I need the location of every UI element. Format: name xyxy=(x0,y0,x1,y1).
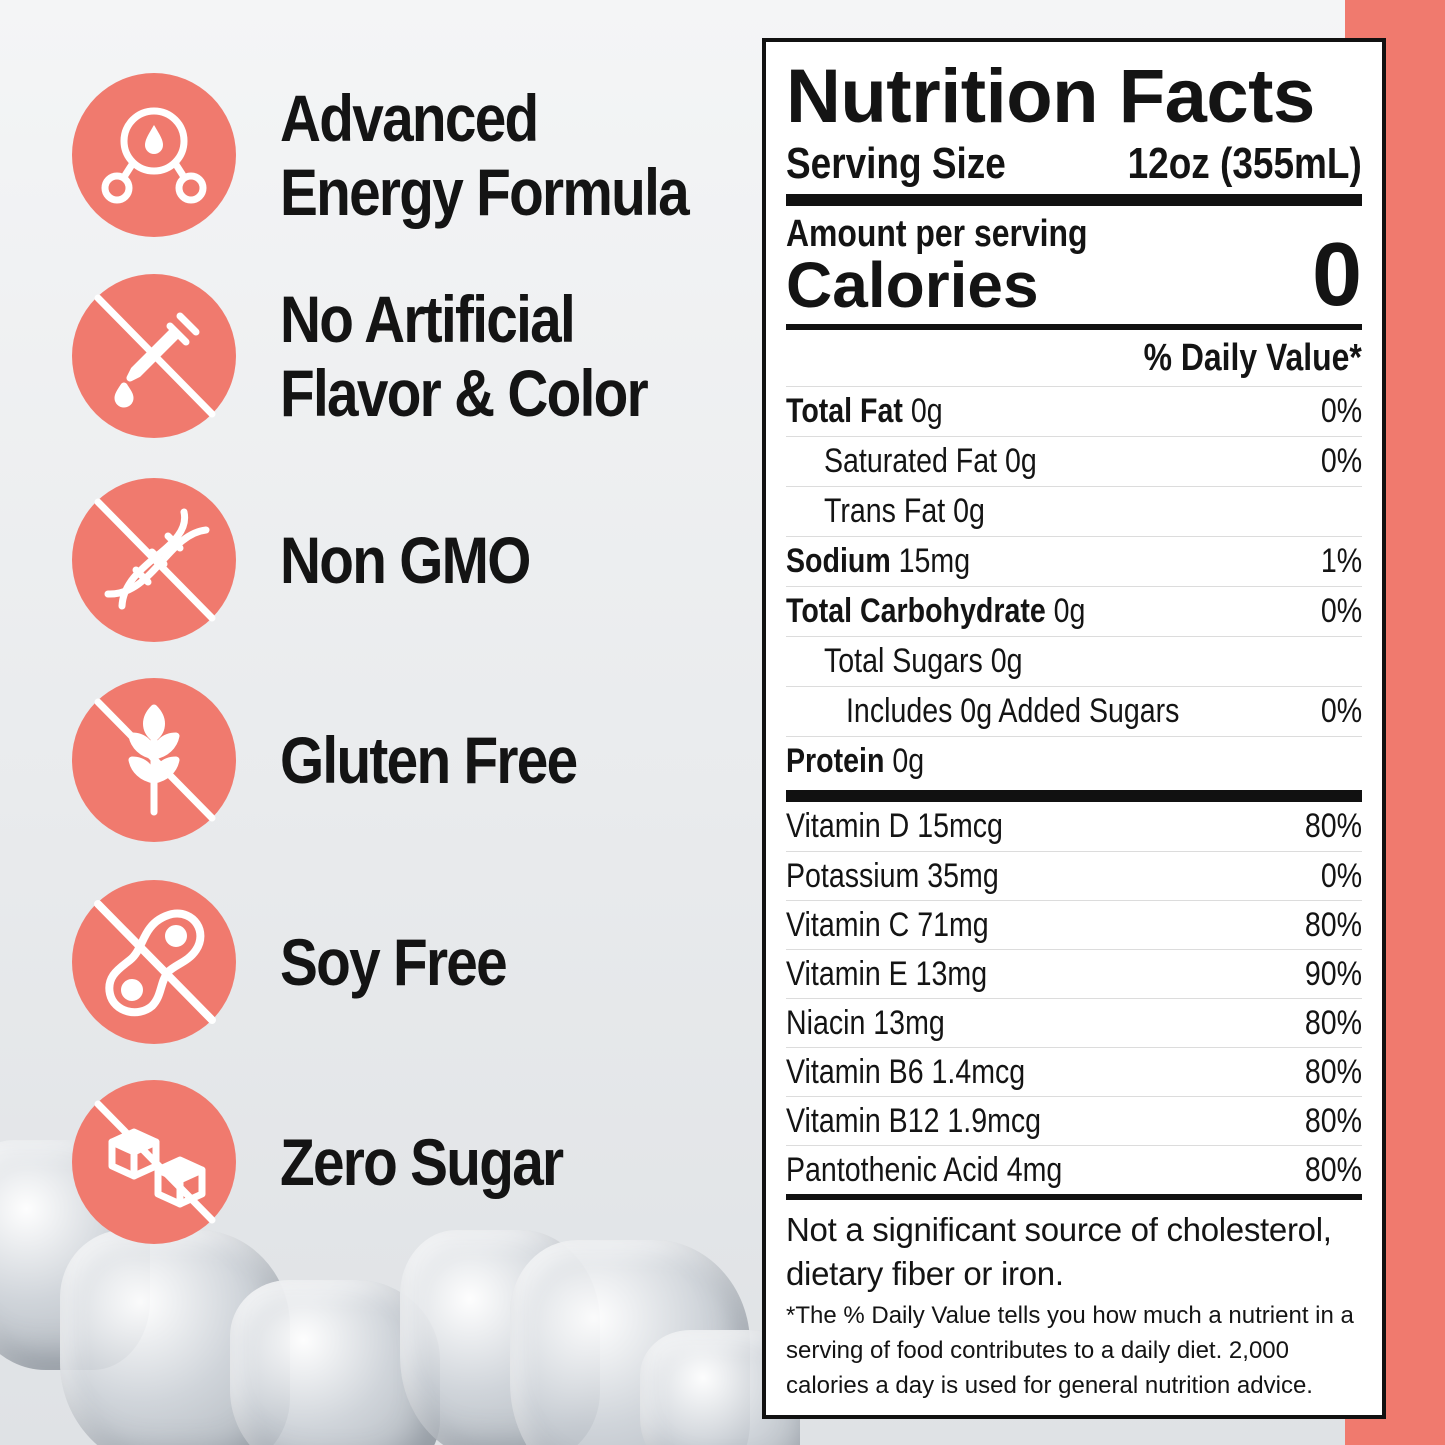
vitamin-daily-value: 90% xyxy=(1304,954,1362,993)
vitamin-name: Potassium 35mg xyxy=(786,856,999,895)
vitamin-row: Vitamin B6 1.4mcg 80% xyxy=(786,1047,1362,1096)
feature-no-artificial: No Artificial Flavor & Color xyxy=(72,274,752,438)
vitamin-rows: Vitamin D 15mcg 80% Potassium 35mg 0% Vitami… xyxy=(786,802,1362,1194)
calories-row: Calories 0 xyxy=(786,230,1362,321)
nutrition-facts-title: Nutrition Facts xyxy=(786,54,1315,139)
vitamin-name: Niacin 13mg xyxy=(786,1003,945,1042)
serving-size-row: Serving Size 12oz (355mL) xyxy=(786,136,1362,192)
nutrient-daily-value: 1% xyxy=(1320,542,1362,580)
vitamin-daily-value: 80% xyxy=(1304,1003,1362,1042)
feature-label-line: No Artificial xyxy=(280,282,576,356)
feature-label-line: Energy Formula xyxy=(280,155,690,229)
nutrient-amount: 15mg xyxy=(890,542,971,580)
nutrition-facts-panel: Nutrition Facts Serving Size 12oz (355mL… xyxy=(762,38,1386,1419)
nutrient-amount: 0g xyxy=(884,742,925,780)
divider-thick xyxy=(786,790,1362,802)
vitamin-name: Vitamin E 13mg xyxy=(786,954,988,993)
feature-advanced-energy: Advanced Energy Formula xyxy=(72,73,752,237)
feature-label-line: Non GMO xyxy=(280,523,531,597)
divider-medium xyxy=(786,324,1362,330)
no-wheat-icon xyxy=(72,678,236,842)
vitamin-name: Vitamin B6 1.4mcg xyxy=(786,1052,1026,1091)
nutrient-amount: 0g xyxy=(1045,592,1086,630)
no-dna-icon xyxy=(72,478,236,642)
nutrient-name: Sodium xyxy=(786,542,891,580)
vitamin-row: Vitamin C 71mg 80% xyxy=(786,900,1362,949)
nutrient-row: Saturated Fat 0g 0% xyxy=(786,436,1362,486)
nutrient-row: Protein 0g xyxy=(786,736,1362,786)
vitamin-row: Potassium 35mg 0% xyxy=(786,851,1362,900)
divider-medium xyxy=(786,1194,1362,1200)
nutrient-name: Trans Fat 0g xyxy=(824,492,985,530)
feature-zero-sugar: Zero Sugar xyxy=(72,1080,752,1244)
vitamin-daily-value: 80% xyxy=(1304,1150,1362,1189)
nutrient-row: Includes 0g Added Sugars 0% xyxy=(786,686,1362,736)
nutrient-daily-value: 0% xyxy=(1320,692,1362,730)
vitamin-name: Vitamin D 15mcg xyxy=(786,807,1003,845)
vitamin-row: Niacin 13mg 80% xyxy=(786,998,1362,1047)
calories-label: Calories xyxy=(786,249,1039,321)
feature-soy-free: Soy Free xyxy=(72,880,752,1044)
vitamin-name: Pantothenic Acid 4mg xyxy=(786,1150,1063,1189)
cholesterol-note: Not a significant source of cholesterol,… xyxy=(786,1211,1332,1292)
vitamin-daily-value: 80% xyxy=(1304,1101,1362,1140)
vitamin-daily-value: 80% xyxy=(1304,807,1362,845)
vitamin-row: Vitamin D 15mcg 80% xyxy=(786,802,1362,851)
nutrient-daily-value: 0% xyxy=(1320,392,1362,430)
no-sugar-cubes-icon xyxy=(72,1080,236,1244)
feature-label-line: Advanced xyxy=(280,81,539,155)
nutrient-row: Sodium 15mg 1% xyxy=(786,536,1362,586)
feature-label-line: Zero Sugar xyxy=(280,1125,564,1199)
serving-size-label: Serving Size xyxy=(786,139,1006,188)
nutrient-row: Total Fat 0g 0% xyxy=(786,386,1362,436)
nutrient-rows: Total Fat 0g 0% Saturated Fat 0g 0% Trans Fa… xyxy=(786,386,1362,786)
feature-label-line: Gluten Free xyxy=(280,723,578,797)
nutrient-name: Total Fat xyxy=(786,392,903,430)
calories-value: 0 xyxy=(1311,225,1362,325)
molecule-drop-icon xyxy=(72,73,236,237)
no-soybean-icon xyxy=(72,880,236,1044)
nutrient-name: Protein xyxy=(786,742,885,780)
vitamin-row: Vitamin E 13mg 90% xyxy=(786,949,1362,998)
nutrient-name: Total Carbohydrate xyxy=(786,592,1046,630)
nutrient-row: Trans Fat 0g xyxy=(786,486,1362,536)
vitamin-daily-value: 0% xyxy=(1320,856,1362,895)
feature-label-line: Flavor & Color xyxy=(280,356,649,430)
nutrient-row: Total Sugars 0g xyxy=(786,636,1362,686)
vitamin-row: Pantothenic Acid 4mg 80% xyxy=(786,1145,1362,1194)
vitamin-name: Vitamin C 71mg xyxy=(786,905,989,944)
vitamin-name: Vitamin B12 1.9mcg xyxy=(786,1101,1042,1140)
feature-label-line: Soy Free xyxy=(280,925,508,999)
nutrient-amount: 0g xyxy=(902,392,943,430)
vitamin-row: Vitamin B12 1.9mcg 80% xyxy=(786,1096,1362,1145)
feature-non-gmo: Non GMO xyxy=(72,478,752,642)
nutrient-name: Total Sugars 0g xyxy=(824,642,1023,680)
nutrient-row: Total Carbohydrate 0g 0% xyxy=(786,586,1362,636)
no-dropper-icon xyxy=(72,274,236,438)
serving-size-value: 12oz (355mL) xyxy=(1127,139,1362,188)
daily-value-header: % Daily Value* xyxy=(1143,337,1362,379)
vitamin-daily-value: 80% xyxy=(1304,1052,1362,1091)
amount-per-serving: Amount per serving xyxy=(786,213,1088,255)
nutrient-daily-value: 0% xyxy=(1320,442,1362,480)
divider-thick xyxy=(786,194,1362,206)
feature-gluten-free: Gluten Free xyxy=(72,678,752,842)
nutrient-name: Saturated Fat 0g xyxy=(824,442,1037,480)
nutrient-name: Includes 0g Added Sugars xyxy=(846,692,1180,730)
nutrient-daily-value: 0% xyxy=(1320,592,1362,630)
vitamin-daily-value: 80% xyxy=(1304,905,1362,944)
daily-value-note: *The % Daily Value tells you how much a … xyxy=(786,1302,1354,1399)
